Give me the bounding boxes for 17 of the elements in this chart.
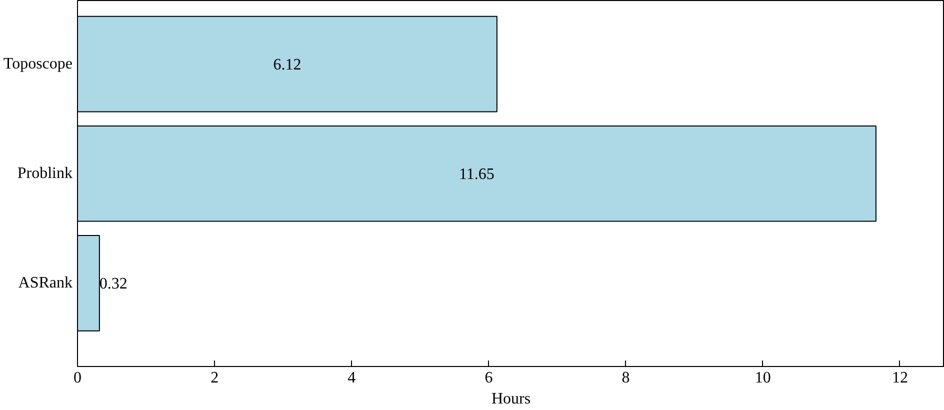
- x-tick-label: 6: [484, 370, 493, 386]
- x-tick-label: 12: [892, 370, 908, 386]
- y-tick-label: Toposcope: [3, 56, 73, 73]
- bar: [78, 16, 498, 112]
- y-tick-label: Problink: [17, 165, 73, 182]
- x-axis-title: Hours: [491, 390, 531, 408]
- data-label: 6.12: [273, 56, 302, 74]
- bar: [78, 235, 100, 332]
- data-label: 0.32: [99, 276, 128, 293]
- x-tick-label: 0: [74, 370, 82, 386]
- x-tick-label: 10: [754, 370, 771, 386]
- data-label: 11.65: [459, 166, 494, 184]
- x-tick-label: 8: [622, 370, 630, 386]
- x-tick-label: 4: [348, 370, 356, 386]
- y-tick-label: ASRank: [18, 274, 73, 292]
- bar: [78, 125, 876, 222]
- x-tick-label: 2: [210, 370, 219, 386]
